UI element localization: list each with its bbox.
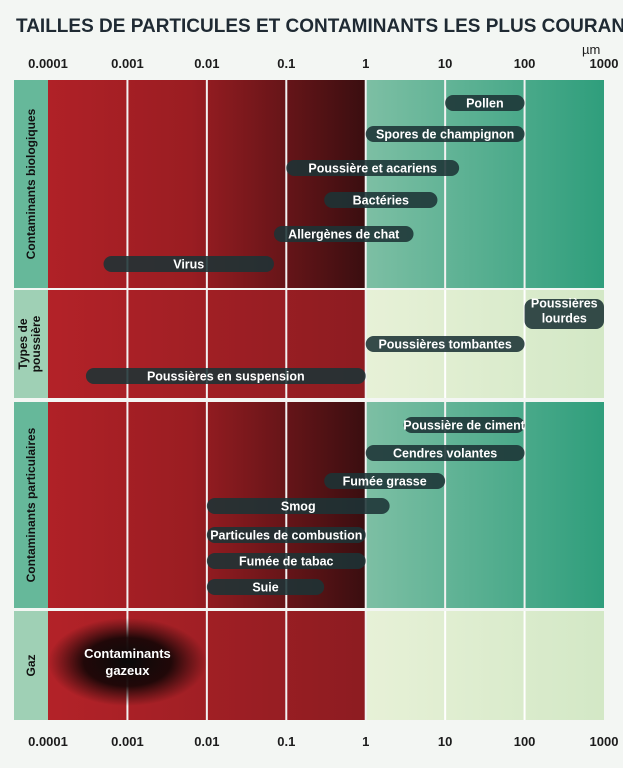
range-bar bbox=[286, 160, 460, 176]
range-bar bbox=[206, 553, 366, 569]
range-bar bbox=[365, 445, 525, 461]
range-bar bbox=[206, 498, 390, 514]
range-bar-label: Allergènes de chat bbox=[288, 228, 400, 242]
category-label: Contaminants particulaires bbox=[24, 427, 38, 582]
top-tick-label: 10 bbox=[438, 56, 452, 71]
range-bar-label: Particules de combustion bbox=[210, 529, 362, 543]
category-band-0 bbox=[14, 80, 48, 288]
top-tick-label: 100 bbox=[514, 56, 536, 71]
range-bar bbox=[206, 579, 325, 595]
range-bar bbox=[445, 95, 525, 111]
range-bar bbox=[48, 618, 207, 706]
range-bar-label: Smog bbox=[281, 500, 316, 514]
range-bar-label: Poussières en suspension bbox=[147, 370, 305, 384]
category-band-3 bbox=[14, 611, 48, 720]
range-bar bbox=[206, 527, 366, 543]
range-bar-label: Bactéries bbox=[353, 194, 409, 208]
range-bar-label: Contaminants gazeux bbox=[84, 646, 171, 678]
range-bar-label: Suie bbox=[252, 581, 278, 595]
green-zone-0 bbox=[365, 80, 604, 288]
range-bar-label: Fumée grasse bbox=[343, 475, 427, 489]
bottom-tick-label: 1000 bbox=[590, 734, 619, 749]
range-bar-label: Fumée de tabac bbox=[239, 555, 334, 569]
category-labels: Contaminants biologiques Types depoussièr… bbox=[16, 108, 43, 676]
range-bar-label: Pollen bbox=[466, 97, 504, 111]
top-tick-label: 0.0001 bbox=[28, 56, 68, 71]
green-zone-3 bbox=[365, 611, 604, 720]
green-zone-2 bbox=[365, 402, 604, 608]
range-bar bbox=[85, 368, 366, 384]
tick-labels: 0.0001 0.001 0.01 0.1 1 10 100 1000 0.0001 0.001 0… bbox=[28, 56, 618, 749]
top-tick-label: 1000 bbox=[590, 56, 619, 71]
bottom-tick-label: 10 bbox=[438, 734, 452, 749]
range-bar bbox=[403, 417, 525, 433]
range-bar-label: Poussière et acariens bbox=[308, 162, 437, 176]
category-band-1 bbox=[14, 290, 48, 398]
range-bar-label: Spores de champignon bbox=[376, 128, 514, 142]
range-bar-label: Poussière de ciment bbox=[403, 419, 525, 433]
category-label: Types depoussière bbox=[16, 315, 43, 372]
range-bar bbox=[524, 299, 604, 329]
range-bar bbox=[273, 226, 414, 242]
bottom-tick-label: 1 bbox=[362, 734, 369, 749]
bottom-tick-label: 0.001 bbox=[111, 734, 144, 749]
top-tick-label: 0.001 bbox=[111, 56, 144, 71]
range-bar bbox=[103, 256, 274, 272]
category-label: Contaminants biologiques bbox=[24, 108, 38, 259]
range-bar bbox=[324, 473, 446, 489]
bottom-tick-label: 100 bbox=[514, 734, 536, 749]
bottom-tick-label: 0.01 bbox=[194, 734, 219, 749]
category-band-2 bbox=[14, 402, 48, 608]
range-bars: Pollen Spores de champignon Poussière et a… bbox=[48, 95, 604, 706]
top-tick-label: 1 bbox=[362, 56, 369, 71]
unit-label: µm bbox=[582, 42, 600, 57]
range-bar bbox=[324, 192, 438, 208]
bottom-tick-label: 0.0001 bbox=[28, 734, 68, 749]
range-bar-label: Poussières tombantes bbox=[378, 338, 511, 352]
bottom-tick-label: 0.1 bbox=[277, 734, 295, 749]
category-label: Gaz bbox=[24, 654, 38, 676]
chart-title: TAILLES DE PARTICULES ET CONTAMINANTS LE… bbox=[16, 16, 623, 37]
range-bar bbox=[365, 336, 525, 352]
range-bar-label: Poussières lourdes bbox=[531, 297, 598, 326]
range-bar-label: Virus bbox=[173, 258, 204, 272]
top-tick-label: 0.1 bbox=[277, 56, 295, 71]
top-tick-label: 0.01 bbox=[194, 56, 219, 71]
range-bar-label: Cendres volantes bbox=[393, 447, 497, 461]
range-bar bbox=[365, 126, 525, 142]
